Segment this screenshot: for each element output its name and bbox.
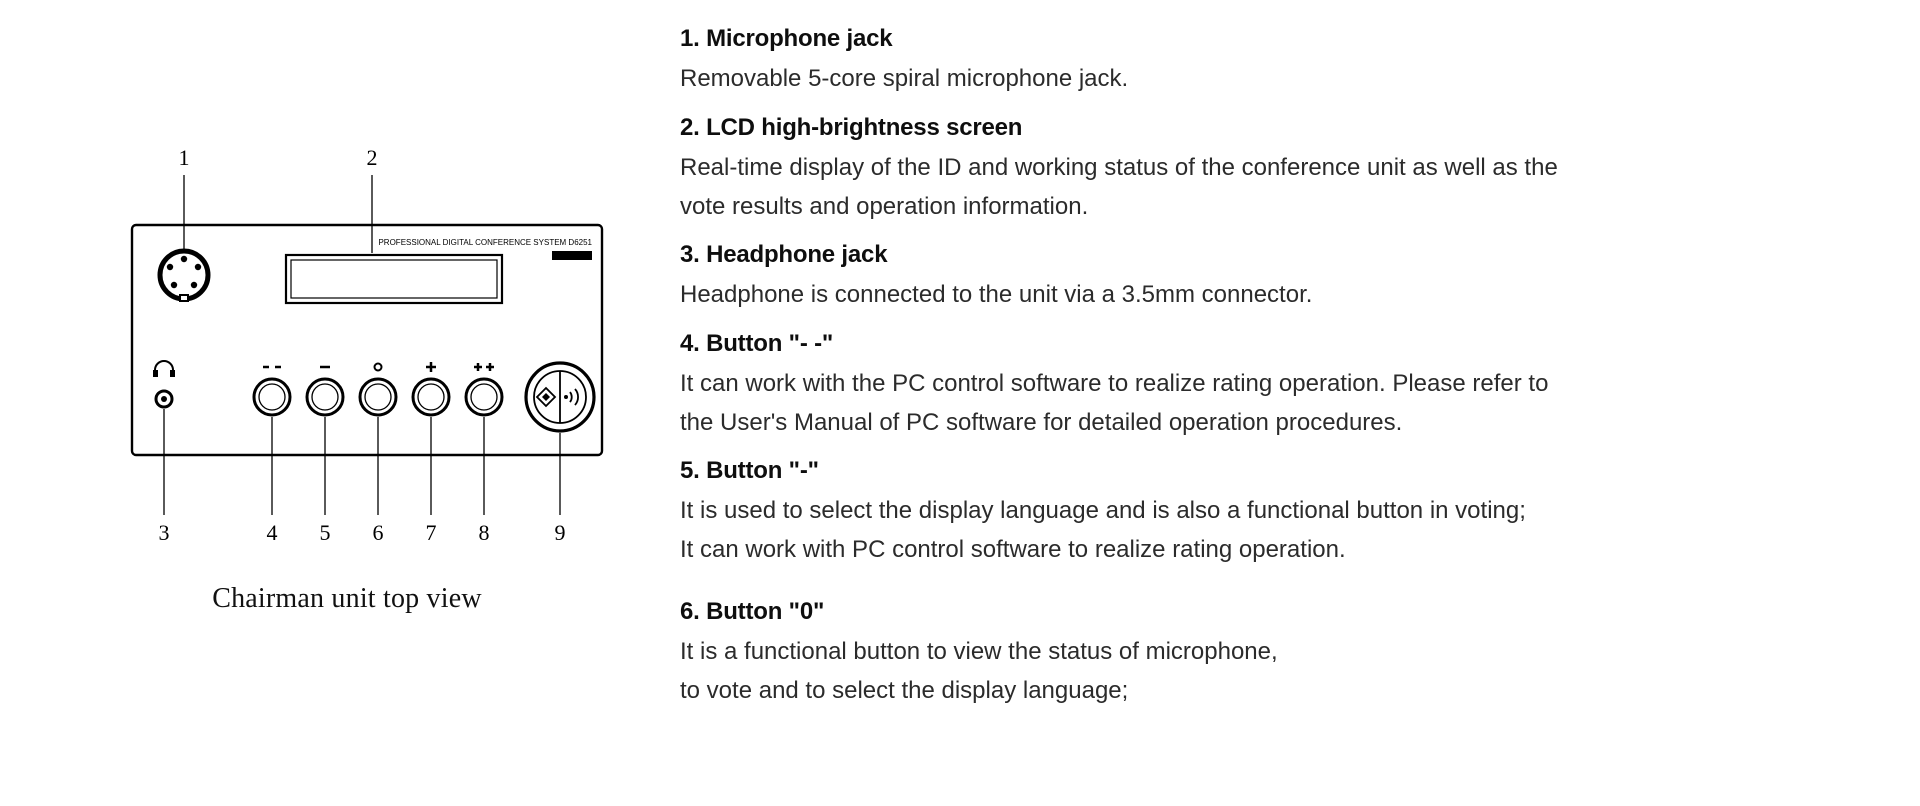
desc-item-body: It is a functional button to view the st…	[680, 633, 1580, 710]
callout-number-2: 2	[367, 145, 378, 170]
callout-number-4: 4	[267, 520, 278, 545]
diagram-caption: Chairman unit top view	[72, 583, 622, 615]
desc-item-6: 6. Button "0"It is a functional button t…	[680, 593, 1580, 710]
callout-number-7: 7	[426, 520, 437, 545]
desc-item-5: 5. Button "-"It is used to select the di…	[680, 452, 1580, 569]
callout-number-5: 5	[320, 520, 331, 545]
desc-item-2: 2. LCD high-brightness screenReal-time d…	[680, 109, 1580, 226]
desc-item-body: Headphone is connected to the unit via a…	[680, 276, 1580, 314]
desc-item-1: 1. Microphone jackRemovable 5-core spira…	[680, 20, 1580, 99]
desc-item-body: Removable 5-core spiral microphone jack.	[680, 60, 1580, 98]
desc-item-3: 3. Headphone jackHeadphone is connected …	[680, 236, 1580, 315]
desc-item-title: 4. Button "- -"	[680, 325, 1580, 363]
desc-item-body: It can work with the PC control software…	[680, 365, 1580, 442]
desc-item-body: Real-time display of the ID and working …	[680, 149, 1580, 226]
description-list: 1. Microphone jackRemovable 5-core spira…	[680, 20, 1580, 720]
diagram-region: 1 2 PROFESSIONAL DIGITAL CONFERENCE SYSTE…	[72, 145, 622, 615]
desc-item-body: It is used to select the display languag…	[680, 492, 1580, 569]
desc-item-title: 3. Headphone jack	[680, 236, 1580, 274]
desc-item-title: 6. Button "0"	[680, 593, 1580, 631]
device-top-view-diagram: 1 2 PROFESSIONAL DIGITAL CONFERENCE SYSTE…	[72, 145, 622, 575]
callout-number-1: 1	[179, 145, 190, 170]
callout-number-8: 8	[479, 520, 490, 545]
desc-item-title: 1. Microphone jack	[680, 20, 1580, 58]
page-root: 1 2 PROFESSIONAL DIGITAL CONFERENCE SYSTE…	[0, 0, 1920, 806]
callout-number-3: 3	[159, 520, 170, 545]
callout-number-9: 9	[555, 520, 566, 545]
svg-text:PROFESSIONAL DIGITAL CONFERENC: PROFESSIONAL DIGITAL CONFERENCE SYSTEM D…	[378, 238, 592, 247]
desc-item-title: 2. LCD high-brightness screen	[680, 109, 1580, 147]
callout-number-6: 6	[373, 520, 384, 545]
desc-item-title: 5. Button "-"	[680, 452, 1580, 490]
desc-item-4: 4. Button "- -"It can work with the PC c…	[680, 325, 1580, 442]
